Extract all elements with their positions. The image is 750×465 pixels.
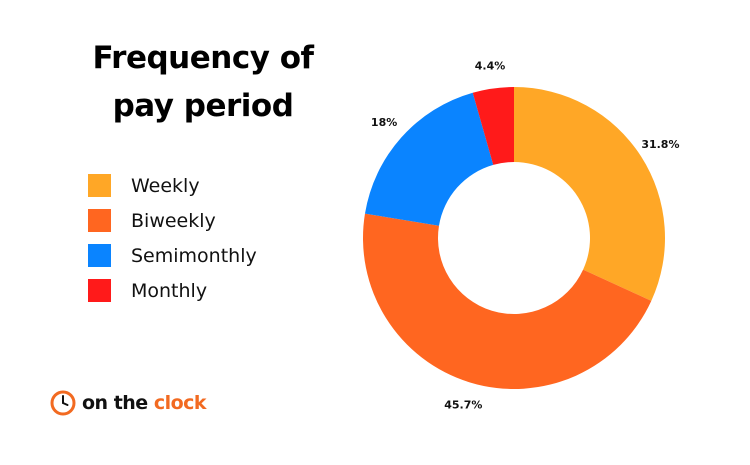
- legend: Weekly Biweekly Semimonthly Monthly: [88, 168, 257, 308]
- legend-swatch-weekly: [88, 174, 111, 197]
- slice-label-monthly: 4.4%: [475, 60, 506, 73]
- legend-label-weekly: Weekly: [131, 174, 200, 197]
- donut-slice-labels: 31.8% 45.7% 18% 4.4%: [371, 60, 680, 412]
- legend-swatch-biweekly: [88, 209, 111, 232]
- legend-item-semimonthly: Semimonthly: [88, 238, 257, 273]
- brand-wordmark: on the clock: [82, 392, 207, 414]
- legend-label-semimonthly: Semimonthly: [131, 244, 257, 267]
- slice-label-biweekly: 45.7%: [444, 399, 482, 412]
- slice-label-semimonthly: 18%: [371, 116, 397, 129]
- donut-slice-biweekly: [363, 213, 652, 390]
- legend-item-biweekly: Biweekly: [88, 203, 257, 238]
- chart-title-line-1: Frequency of: [92, 40, 314, 76]
- chart-title-line-2: pay period: [112, 88, 294, 124]
- brand-wordmark-main: on the: [82, 392, 148, 414]
- brand-logo: on the clock: [50, 390, 207, 416]
- brand-wordmark-accent: clock: [153, 392, 207, 414]
- clock-icon: [50, 390, 76, 416]
- legend-label-monthly: Monthly: [131, 279, 208, 302]
- legend-swatch-semimonthly: [88, 244, 111, 267]
- donut-slice-monthly: [472, 87, 514, 165]
- legend-swatch-monthly: [88, 279, 111, 302]
- legend-label-biweekly: Biweekly: [131, 209, 216, 232]
- donut-slice-weekly: [514, 87, 666, 301]
- chart-title: Frequency of pay period: [68, 34, 338, 130]
- legend-item-weekly: Weekly: [88, 168, 257, 203]
- donut-slice-semimonthly: [364, 92, 494, 226]
- slice-label-weekly: 31.8%: [641, 138, 679, 151]
- donut-slices: [363, 87, 666, 390]
- legend-item-monthly: Monthly: [88, 273, 257, 308]
